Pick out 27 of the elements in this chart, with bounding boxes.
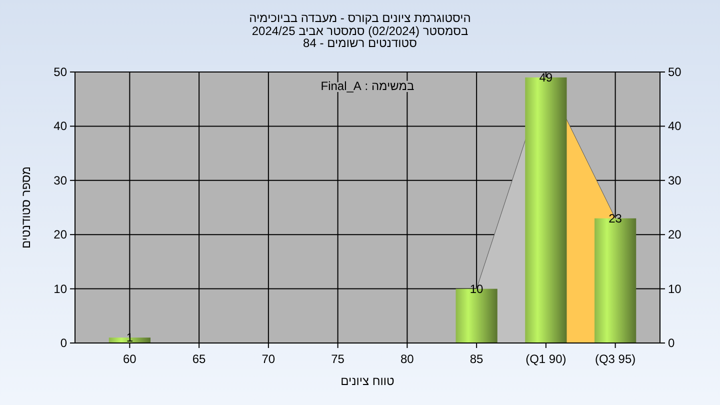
chart-subtitle: בסמסטר (02/2024) סמסטר אביב 2024/25 סטודנטים רשומים - 84 [252,24,468,50]
y2-tick-label: 50 [668,65,682,79]
x-tick-label: (Q1 90) [526,352,566,366]
y-axis-title: מספר סטודנטים [19,166,33,249]
y-tick-label: 20 [54,228,68,242]
data-label: 10 [470,282,484,296]
x-tick-label: 60 [123,352,137,366]
x-tick-label: 85 [470,352,484,366]
y2-tick-label: 0 [668,336,675,350]
y2-tick-label: 30 [668,173,682,188]
x-axis-title: טווח ציונים [340,374,395,388]
chart-title: היסטוגרמת ציונים בקורס - מעבדה בביוכימיה [249,11,471,25]
y2-tick-label: 20 [668,228,682,242]
y2-tick-label: 40 [668,119,682,134]
y2-tick-label: 10 [668,282,682,296]
y-tick-label: 40 [54,119,68,134]
y-tick-label: 10 [54,282,68,296]
y-tick-label: 0 [60,336,68,350]
x-tick-label: 80 [400,352,414,366]
x-tick-label: 75 [331,352,345,366]
x-tick-label: (Q3 95) [594,352,636,366]
y-tick-label: 50 [54,65,68,79]
y-tick-label: 30 [54,173,68,188]
x-tick-label: 65 [192,352,206,366]
data-label: 23 [608,211,622,226]
x-tick-label: 70 [262,352,276,366]
data-label: 49 [539,70,553,84]
